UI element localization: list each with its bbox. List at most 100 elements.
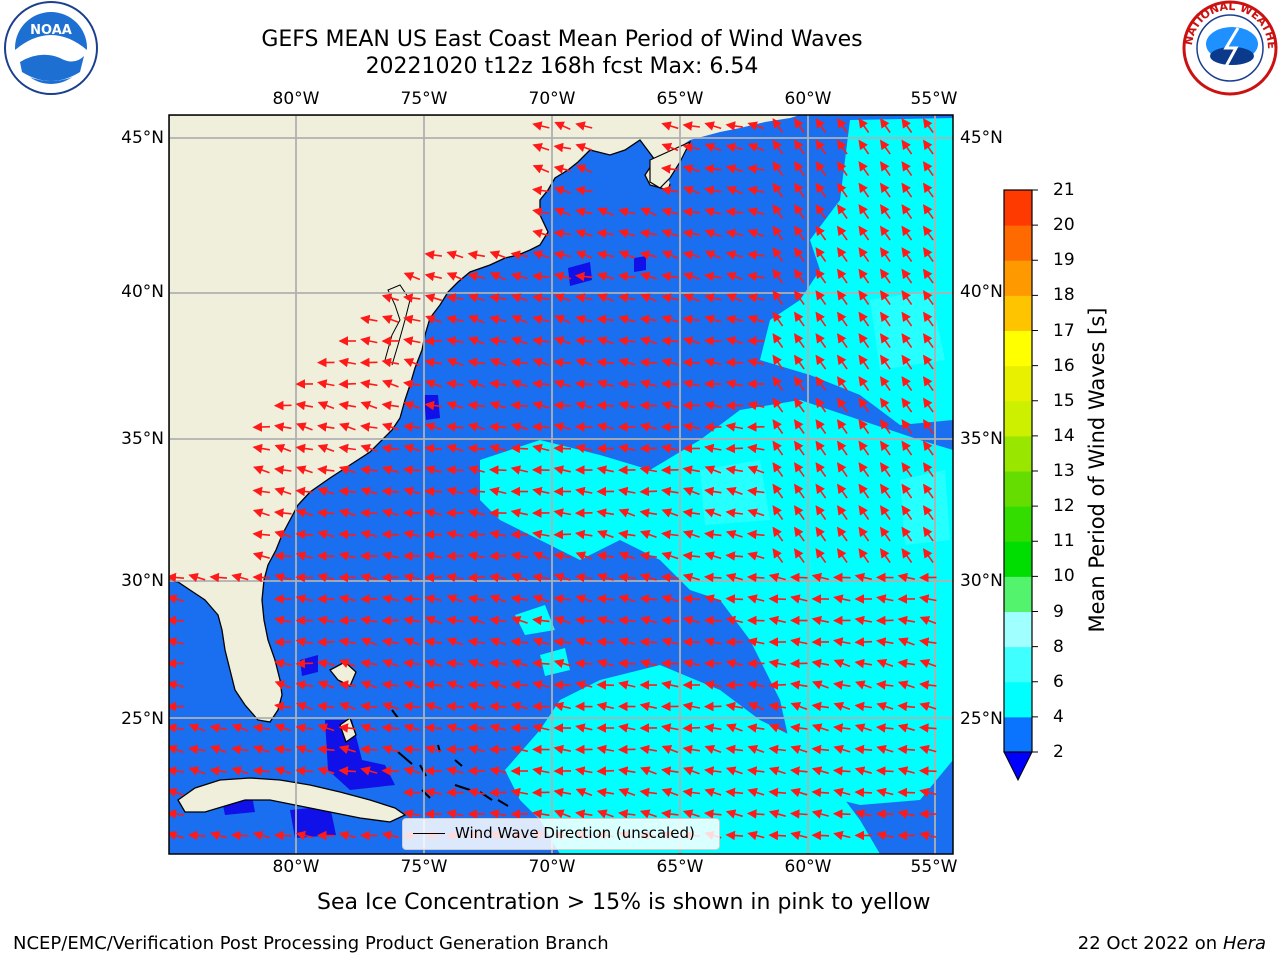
wind-wave-vector <box>922 462 934 478</box>
wind-wave-vector <box>445 465 464 475</box>
wind-wave-vector <box>618 809 636 819</box>
wind-wave-vector <box>747 744 765 755</box>
lon-label-bottom: 60°W <box>784 857 832 877</box>
wind-wave-vector <box>618 529 636 540</box>
wind-wave-vector <box>768 572 786 583</box>
wind-wave-vector <box>704 551 722 561</box>
wind-wave-vector <box>836 376 848 392</box>
wind-wave-vector <box>836 548 848 564</box>
wind-wave-vector <box>553 164 571 174</box>
wind-wave-vector <box>725 572 743 583</box>
wind-wave-vector <box>252 529 271 540</box>
wind-wave-vector <box>858 182 870 198</box>
wind-wave-vector <box>793 311 805 327</box>
colorbar-tick-label: 12 <box>1053 496 1075 517</box>
wind-wave-vector <box>316 508 335 518</box>
legend-line-icon <box>413 833 445 834</box>
wind-wave-vector <box>704 787 722 798</box>
wind-wave-vector <box>772 333 784 349</box>
wind-wave-vector <box>467 486 486 497</box>
wind-wave-vector <box>424 594 443 604</box>
wind-wave-vector <box>704 271 722 282</box>
wind-wave-vector <box>836 204 848 220</box>
wind-wave-vector <box>811 572 829 583</box>
wind-wave-vector <box>772 483 784 499</box>
colorbar-tick-label: 10 <box>1053 566 1075 587</box>
wind-wave-vector <box>360 314 378 325</box>
wind-wave-vector <box>489 594 507 604</box>
wind-wave-vector <box>661 357 679 368</box>
wind-wave-vector <box>901 526 913 542</box>
wind-wave-vector <box>661 250 679 260</box>
wind-wave-vector <box>682 465 701 475</box>
wind-wave-vector <box>597 207 614 217</box>
wind-wave-vector <box>510 336 528 346</box>
wind-wave-vector <box>338 637 357 647</box>
wind-wave-vector <box>768 658 787 669</box>
wind-wave-vector <box>510 809 529 819</box>
wind-wave-vector <box>639 422 657 432</box>
wind-wave-vector <box>360 723 378 733</box>
wind-wave-vector <box>639 809 657 819</box>
colorbar-segment <box>1004 681 1032 718</box>
wind-wave-vector <box>704 745 722 754</box>
wind-wave-vector <box>858 311 870 327</box>
wind-wave-vector <box>836 225 848 241</box>
wind-wave-vector <box>575 680 593 690</box>
footer-date-text: 22 Oct 2022 on <box>1077 933 1223 954</box>
wind-wave-vector <box>682 336 700 346</box>
wind-wave-vector <box>833 659 851 668</box>
wind-wave-vector <box>532 572 550 583</box>
wind-wave-vector <box>338 680 357 690</box>
wind-wave-vector <box>338 594 356 604</box>
wind-wave-vector <box>815 354 827 370</box>
wind-wave-vector <box>338 508 356 518</box>
wind-wave-vector <box>360 680 378 690</box>
wind-wave-vector <box>252 830 270 841</box>
wind-wave-vector <box>574 422 593 432</box>
wind-wave-vector <box>704 121 722 131</box>
colorbar-tick-label: 20 <box>1053 215 1075 236</box>
wind-wave-vector <box>793 268 805 284</box>
wind-wave-vector <box>768 830 787 841</box>
wind-wave-vector <box>746 572 765 583</box>
wind-wave-vector <box>489 314 507 325</box>
wind-wave-vector <box>919 830 937 841</box>
wind-wave-vector <box>683 293 700 303</box>
wind-wave-vector <box>725 615 743 626</box>
wind-wave-vector <box>317 766 335 776</box>
wind-wave-vector <box>639 314 657 325</box>
wind-wave-vector <box>725 379 743 389</box>
wind-wave-vector <box>836 139 848 155</box>
wind-wave-vector <box>295 766 314 776</box>
wind-wave-vector <box>639 744 658 755</box>
wind-wave-vector <box>639 658 657 669</box>
wind-wave-vector <box>169 572 185 583</box>
wind-wave-vector <box>402 465 421 475</box>
wind-wave-vector <box>532 529 550 540</box>
wind-wave-vector <box>274 422 292 432</box>
wind-wave-vector <box>467 744 485 755</box>
wind-wave-vector <box>747 164 765 174</box>
wind-wave-vector <box>793 290 805 306</box>
wind-wave-vector <box>639 357 658 368</box>
wind-wave-vector <box>169 723 185 733</box>
wind-wave-vector <box>209 830 227 841</box>
wind-wave-vector <box>790 637 808 647</box>
wind-wave-vector <box>922 225 934 241</box>
wind-wave-vector <box>489 680 507 690</box>
wind-wave-vector <box>897 701 916 712</box>
lat-label-left: 40°N <box>121 282 164 302</box>
wind-wave-vector <box>919 680 937 690</box>
wind-wave-vector <box>532 723 550 733</box>
wind-wave-vector <box>553 271 571 282</box>
wind-wave-vector <box>209 572 228 583</box>
wind-wave-vector <box>553 572 571 583</box>
wind-wave-vector <box>922 333 934 349</box>
wind-wave-vector <box>918 766 937 776</box>
wind-wave-vector <box>682 529 700 540</box>
wind-wave-vector <box>725 658 743 669</box>
wind-wave-vector <box>661 228 679 239</box>
wind-wave-vector <box>553 615 571 626</box>
wind-wave-vector <box>381 615 400 626</box>
